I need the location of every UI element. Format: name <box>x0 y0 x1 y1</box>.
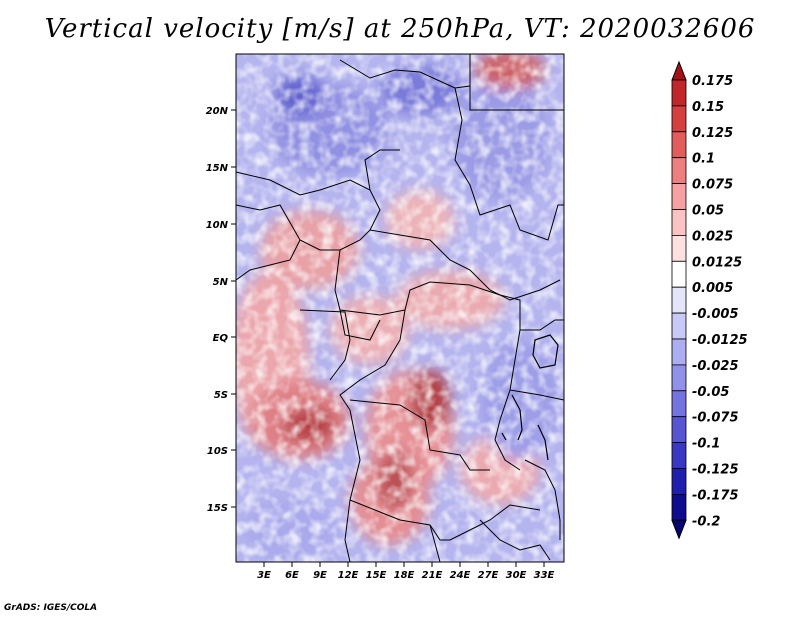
colorbar-swatch <box>671 105 687 133</box>
colorbar-arrow-top <box>671 60 687 81</box>
lon-label: 30E <box>506 570 527 581</box>
lat-label: 5S <box>214 390 228 401</box>
colorbar-swatch <box>671 468 687 495</box>
colorbar-label: -0.2 <box>692 514 720 529</box>
lat-ticks <box>231 109 236 508</box>
colorbar-swatch <box>671 364 687 392</box>
colorbar-swatch <box>671 131 687 159</box>
colorbar-label: -0.005 <box>692 307 739 322</box>
lon-label: 15E <box>366 570 387 581</box>
lon-label: 9E <box>313 570 327 581</box>
colorbar-swatch <box>671 260 687 288</box>
country-borders <box>236 54 564 562</box>
lat-labels: 20N 15N 10N 5N EQ 5S 10S 15S <box>206 106 229 514</box>
colorbar-swatch <box>671 416 687 444</box>
lon-labels: 3E 6E 9E 12E 15E 18E 21E 24E 27E 30E 33E <box>257 570 554 581</box>
colorbar-arrow-bottom <box>671 519 687 540</box>
colorbar-swatch <box>671 312 687 340</box>
lat-label: 10N <box>206 220 229 231</box>
colorbar-label: 0.15 <box>692 100 724 115</box>
lon-label: 24E <box>450 570 471 581</box>
colorbar-swatch <box>671 493 687 521</box>
lon-label: 12E <box>338 570 359 581</box>
lon-label: 27E <box>478 570 499 581</box>
colorbar-label: 0.075 <box>692 178 733 193</box>
colorbar-label: 0.025 <box>692 229 733 244</box>
colorbar-swatch <box>671 286 687 314</box>
footer-credit: GrADS: IGES/COLA <box>4 603 98 613</box>
lakes <box>501 334 559 461</box>
lon-ticks <box>263 562 545 567</box>
lat-label: EQ <box>213 333 229 344</box>
colorbar-labels: 0.175 0.15 0.125 0.1 0.075 0.05 0.025 0.0125 0.0… <box>692 74 748 529</box>
lon-label: 3E <box>257 570 271 581</box>
colorbar-swatch <box>671 183 687 210</box>
colorbar-label: 0.125 <box>692 126 733 141</box>
colorbar-swatch <box>671 234 687 262</box>
colorbar-label: -0.025 <box>692 359 739 374</box>
velocity-field <box>236 54 564 562</box>
colorbar <box>671 60 687 540</box>
lat-label: 15S <box>207 503 228 514</box>
colorbar-label: -0.125 <box>692 463 739 478</box>
colorbar-label: 0.005 <box>692 281 733 296</box>
colorbar-swatch <box>671 209 687 236</box>
colorbar-label: -0.0125 <box>692 333 748 348</box>
lat-label: 5N <box>213 277 229 288</box>
colorbar-label: -0.075 <box>692 411 739 426</box>
plot-title: Vertical velocity [m/s] at 250hPa, VT: 2… <box>44 14 756 44</box>
colorbar-swatch <box>671 157 687 184</box>
colorbar-label: -0.05 <box>692 385 729 400</box>
colorbar-swatch <box>671 442 687 469</box>
lat-label: 15N <box>206 163 229 174</box>
colorbar-label: 0.05 <box>692 204 724 219</box>
colorbar-label: 0.0125 <box>692 255 742 270</box>
colorbar-label: 0.1 <box>692 152 715 167</box>
lat-label: 20N <box>206 106 229 117</box>
colorbar-swatch <box>671 338 687 366</box>
lat-label: 10S <box>207 446 228 457</box>
lon-label: 21E <box>422 570 443 581</box>
colorbar-swatch <box>671 390 687 418</box>
lon-label: 6E <box>285 570 299 581</box>
colorbar-label: -0.175 <box>692 488 739 503</box>
colorbar-label: -0.1 <box>692 437 720 452</box>
map-frame <box>235 53 565 563</box>
colorbar-label: 0.175 <box>692 74 733 89</box>
lon-label: 33E <box>534 570 555 581</box>
colorbar-swatch <box>671 79 687 107</box>
lon-label: 18E <box>394 570 415 581</box>
